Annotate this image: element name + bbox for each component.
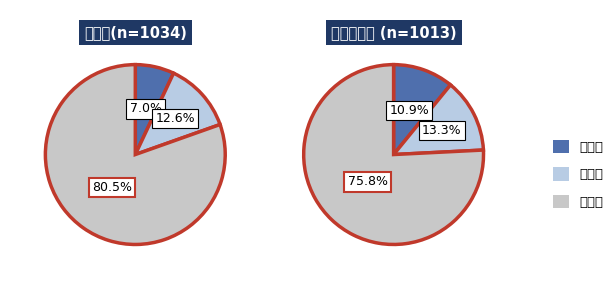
Wedge shape [304,65,483,244]
Text: 7.0%: 7.0% [130,102,162,115]
Legend: 実施中, 検討中, 未実施: 実施中, 検討中, 未実施 [547,134,608,214]
Text: 基幹系以外 (n=1013): 基幹系以外 (n=1013) [331,25,456,40]
Text: 10.9%: 10.9% [389,104,429,117]
Text: 基幹系(n=1034): 基幹系(n=1034) [84,25,187,40]
Text: 12.6%: 12.6% [156,112,195,125]
Wedge shape [46,65,225,244]
Wedge shape [135,65,173,155]
Text: 13.3%: 13.3% [422,124,462,137]
Text: 75.8%: 75.8% [347,175,387,189]
Wedge shape [135,73,220,155]
Wedge shape [394,65,450,155]
Text: 80.5%: 80.5% [92,181,132,194]
Wedge shape [394,85,483,155]
